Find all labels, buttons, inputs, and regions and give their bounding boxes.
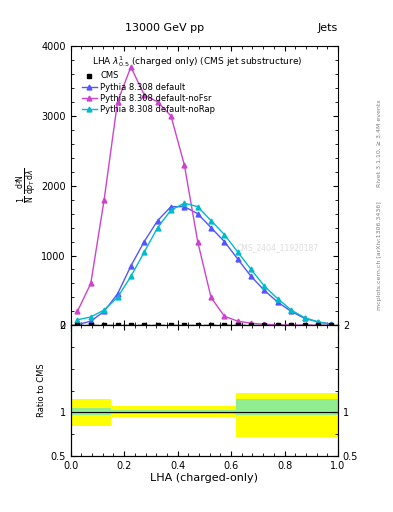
Pythia 8.308 default-noRap xyxy=(115,294,120,301)
Pythia 8.308 default-noFsr xyxy=(289,322,294,328)
Pythia 8.308 default xyxy=(329,321,334,327)
Pythia 8.308 default-noRap xyxy=(222,231,227,238)
Pythia 8.308 default-noRap xyxy=(262,283,267,289)
CMS xyxy=(142,322,147,328)
Pythia 8.308 default-noRap xyxy=(235,249,240,255)
CMS xyxy=(235,322,240,328)
CMS xyxy=(155,322,160,328)
Pythia 8.308 default-noRap xyxy=(75,317,80,323)
Pythia 8.308 default xyxy=(262,287,267,293)
Pythia 8.308 default-noFsr xyxy=(195,239,200,245)
Y-axis label: Ratio to CMS: Ratio to CMS xyxy=(37,364,46,417)
CMS xyxy=(289,322,294,328)
CMS xyxy=(222,322,227,328)
X-axis label: LHA (charged-only): LHA (charged-only) xyxy=(151,473,258,483)
Pythia 8.308 default-noRap xyxy=(88,314,93,320)
Pythia 8.308 default xyxy=(142,239,147,245)
Pythia 8.308 default-noRap xyxy=(155,225,160,231)
CMS xyxy=(275,322,280,328)
CMS xyxy=(169,322,173,328)
Pythia 8.308 default xyxy=(169,204,173,210)
Line: Pythia 8.308 default-noFsr: Pythia 8.308 default-noFsr xyxy=(75,65,334,328)
Pythia 8.308 default-noRap xyxy=(302,314,307,321)
Pythia 8.308 default-noRap xyxy=(329,321,334,327)
Text: Rivet 3.1.10, ≥ 3.4M events: Rivet 3.1.10, ≥ 3.4M events xyxy=(377,99,382,187)
Pythia 8.308 default-noRap xyxy=(182,200,187,206)
CMS xyxy=(249,322,253,328)
Pythia 8.308 default-noFsr xyxy=(235,318,240,324)
CMS xyxy=(262,322,267,328)
Pythia 8.308 default-noFsr xyxy=(182,162,187,168)
Pythia 8.308 default-noFsr xyxy=(249,320,253,326)
Pythia 8.308 default-noFsr xyxy=(88,281,93,287)
Pythia 8.308 default xyxy=(235,256,240,262)
Pythia 8.308 default-noRap xyxy=(102,307,107,313)
Line: Pythia 8.308 default: Pythia 8.308 default xyxy=(75,204,334,327)
Pythia 8.308 default xyxy=(222,239,227,245)
Pythia 8.308 default-noFsr xyxy=(222,313,227,319)
Pythia 8.308 default xyxy=(302,315,307,322)
Line: CMS: CMS xyxy=(75,323,334,328)
Pythia 8.308 default xyxy=(316,319,320,325)
Pythia 8.308 default xyxy=(289,308,294,314)
Pythia 8.308 default-noRap xyxy=(275,296,280,302)
Pythia 8.308 default xyxy=(182,204,187,210)
Pythia 8.308 default-noRap xyxy=(316,319,320,325)
Pythia 8.308 default-noFsr xyxy=(262,321,267,327)
Pythia 8.308 default-noFsr xyxy=(169,113,173,119)
Text: Jets: Jets xyxy=(318,23,338,33)
Pythia 8.308 default-noRap xyxy=(169,207,173,213)
CMS xyxy=(195,322,200,328)
Text: CMS_2404_11920187: CMS_2404_11920187 xyxy=(237,243,319,252)
Text: 13000 GeV pp: 13000 GeV pp xyxy=(125,23,205,33)
CMS xyxy=(329,322,334,328)
CMS xyxy=(75,322,80,328)
Pythia 8.308 default-noFsr xyxy=(115,99,120,105)
Pythia 8.308 default-noRap xyxy=(129,273,133,280)
CMS xyxy=(316,322,320,328)
CMS xyxy=(88,322,93,328)
Pythia 8.308 default xyxy=(209,225,213,231)
Pythia 8.308 default xyxy=(155,218,160,224)
Text: LHA $\lambda^{1}_{0.5}$ (charged only) (CMS jet substructure): LHA $\lambda^{1}_{0.5}$ (charged only) (… xyxy=(92,54,303,70)
Pythia 8.308 default-noFsr xyxy=(129,64,133,70)
Line: Pythia 8.308 default-noRap: Pythia 8.308 default-noRap xyxy=(75,201,334,327)
Pythia 8.308 default xyxy=(88,318,93,324)
Pythia 8.308 default xyxy=(195,210,200,217)
CMS xyxy=(102,322,107,328)
Pythia 8.308 default-noRap xyxy=(209,218,213,224)
Pythia 8.308 default xyxy=(102,308,107,314)
Pythia 8.308 default-noRap xyxy=(195,204,200,210)
CMS xyxy=(182,322,187,328)
Pythia 8.308 default-noFsr xyxy=(316,322,320,328)
Pythia 8.308 default xyxy=(115,291,120,297)
Legend: CMS, Pythia 8.308 default, Pythia 8.308 default-noFsr, Pythia 8.308 default-noRa: CMS, Pythia 8.308 default, Pythia 8.308 … xyxy=(80,70,217,115)
Pythia 8.308 default-noRap xyxy=(142,249,147,255)
Text: mcplots.cern.ch [arXiv:1306.3436]: mcplots.cern.ch [arXiv:1306.3436] xyxy=(377,202,382,310)
Pythia 8.308 default xyxy=(249,273,253,280)
CMS xyxy=(115,322,120,328)
Pythia 8.308 default-noFsr xyxy=(209,294,213,301)
Pythia 8.308 default-noRap xyxy=(289,307,294,313)
Pythia 8.308 default-noFsr xyxy=(329,322,334,328)
Y-axis label: $\frac{1}{\mathrm{N}}\,\frac{\mathrm{d}^2\!\mathrm{N}}{\mathrm{d}p_T\,\mathrm{d}: $\frac{1}{\mathrm{N}}\,\frac{\mathrm{d}^… xyxy=(16,168,39,203)
Pythia 8.308 default xyxy=(129,263,133,269)
Pythia 8.308 default-noFsr xyxy=(75,308,80,314)
Pythia 8.308 default xyxy=(75,322,80,328)
CMS xyxy=(129,322,133,328)
Pythia 8.308 default-noFsr xyxy=(155,99,160,105)
Pythia 8.308 default-noFsr xyxy=(102,197,107,203)
CMS xyxy=(302,322,307,328)
Pythia 8.308 default-noRap xyxy=(249,266,253,272)
Pythia 8.308 default-noFsr xyxy=(302,322,307,328)
CMS xyxy=(209,322,213,328)
Pythia 8.308 default-noFsr xyxy=(142,92,147,98)
Pythia 8.308 default-noFsr xyxy=(275,322,280,328)
Pythia 8.308 default xyxy=(275,299,280,305)
